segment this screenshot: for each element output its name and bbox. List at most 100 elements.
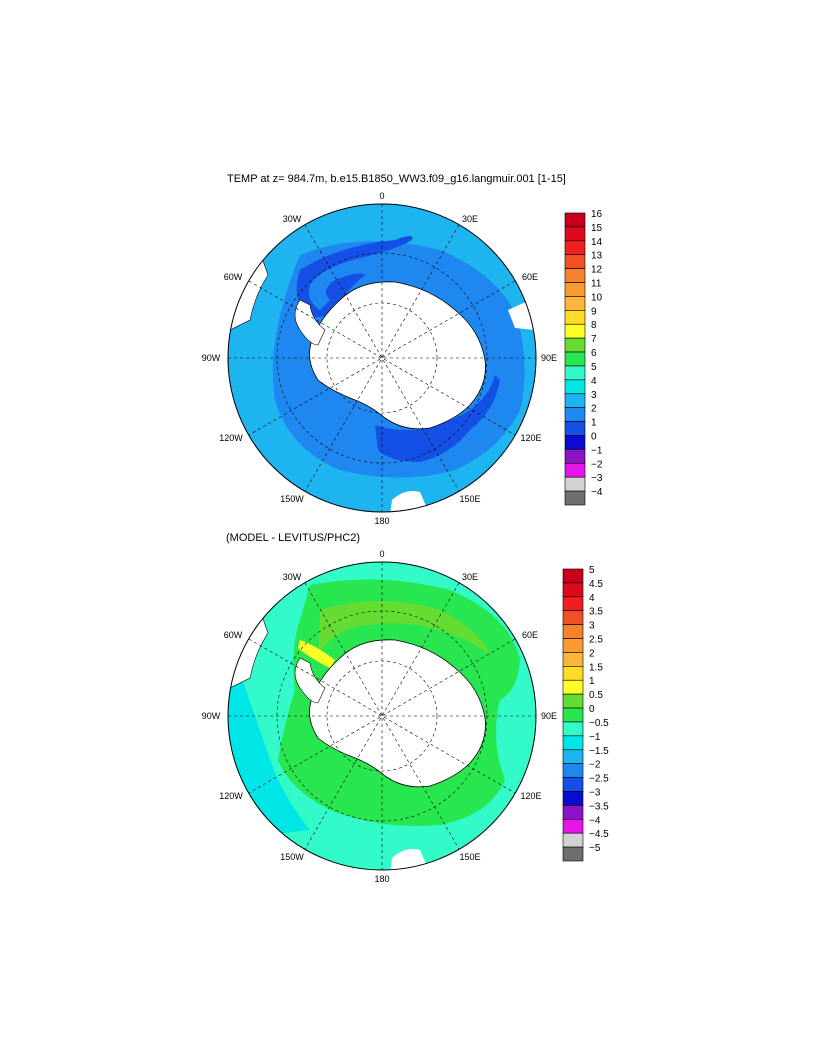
top-colorbar-tick-label: 13 [591,251,603,262]
bottom-colorbar-swatch [562,666,584,681]
bottom-colorbar-tick-label: −1.5 [589,746,609,757]
top-label-180: 180 [374,516,389,526]
bottom-label-180: 180 [374,874,389,884]
bottom-colorbar-tick-label: −3 [589,787,601,798]
top-colorbar-tick-label: −4 [591,487,603,498]
bottom-colorbar-swatch [562,624,584,639]
bottom-antarctic-peninsula [294,657,326,704]
bottom-colorbar-tick-label: −2 [589,760,601,771]
bottom-colorbar-tick-label: 4.5 [589,579,603,590]
bottom-label-60w: 60W [224,630,243,640]
top-colorbar-tick-label: 1 [591,418,597,429]
top-colorbar-tick-label: 11 [591,279,602,290]
top-contour-band-0-1-east [375,375,500,462]
bottom-colorbar-swatch [562,707,584,723]
bottom-label-60e: 60E [522,630,538,640]
top-colorbar-swatch [564,268,586,283]
bottom-map-title: (MODEL - LEVITUS/PHC2) [226,532,361,544]
bottom-graticule [228,562,536,870]
bottom-colorbar-swatch [562,735,584,751]
top-colorbar-tick-label: 3 [591,390,597,401]
bottom-colorbar-swatch [562,832,584,848]
top-map-border [227,203,537,513]
top-colorbar-tick-label: 10 [591,292,603,303]
bottom-colorbar-tick-label: −0.5 [589,718,609,729]
bottom-colorbar-swatch [562,568,584,584]
top-colorbar-swatch [564,310,586,325]
bottom-label-150e: 150E [459,852,480,862]
bottom-colorbar-tick-label: 5 [589,565,595,576]
top-colorbar-tick-label: 9 [591,306,597,317]
bottom-colorbar-tick-label: 0.5 [589,690,603,701]
top-map-title: TEMP at z= 984.7m, b.e15.B1850_WW3.f09_g… [227,173,566,185]
bottom-label-90w: 90W [202,711,221,721]
top-colorbar-swatch [564,421,586,436]
top-colorbar-tick-label: −2 [591,459,603,470]
top-colorbar-swatch [564,323,586,339]
bottom-colorbar-swatch [562,693,584,709]
bottom-contour-band-15-2 [298,640,335,668]
bottom-colorbar: 5 4.5 4 3.5 3 2.5 2 1.5 1 0.5 0 −0.5 −1 −1.5 −2 −2.5 −3 −… [562,565,609,862]
top-label-60e: 60E [522,272,538,282]
top-colorbar-swatch [564,365,586,381]
bottom-colorbar-tick-label: −1 [589,732,601,743]
bottom-colorbar-swatch [562,610,584,625]
bottom-colorbar-tick-label: −4 [589,815,601,826]
top-colorbar-swatch [564,449,586,464]
bottom-colorbar-tick-label: 2 [589,648,595,659]
bottom-label-150w: 150W [280,852,304,862]
top-graticule [228,204,536,512]
bottom-colorbar-swatch [562,596,584,612]
top-colorbar-tick-label: 16 [591,209,603,220]
bottom-label-120e: 120E [520,791,541,801]
bottom-colorbar-swatch [562,818,584,834]
top-colorbar-swatch [564,476,586,492]
top-label-60w: 60W [224,272,243,282]
top-colorbar-swatch [564,254,586,269]
bottom-colorbar-tick-label: −3.5 [589,801,609,812]
top-colorbar-tick-label: 15 [591,223,603,234]
bottom-contour-band-west [228,640,310,840]
top-colorbar-tick-label: −3 [591,473,603,484]
top-colorbar-swatch [564,407,586,422]
bottom-label-0: 0 [379,549,384,559]
top-colorbar-swatch [564,393,586,408]
top-colorbar-swatch [564,435,586,450]
top-colorbar-swatch [564,337,586,353]
top-polar-map: 0 30E 60E 90E 120E 150E 180 150W 120W 90… [202,191,557,526]
bottom-colorbar-tick-label: −5 [589,843,601,854]
top-label-150e: 150E [459,494,480,504]
top-colorbar-tick-label: 0 [591,431,597,442]
bottom-colorbar-swatch [562,652,584,667]
bottom-polar-map: 0 30E 60E 90E 120E 150E 180 150W 120W 90… [202,549,557,884]
top-colorbar-tick-label: −1 [591,445,603,456]
top-colorbar-tick-label: 14 [591,237,603,248]
bottom-colorbar-tick-label: 3.5 [589,607,603,618]
top-label-30w: 30W [283,214,302,224]
top-colorbar-tick-label: 2 [591,404,597,415]
bottom-colorbar-tick-label: −4.5 [589,829,609,840]
bottom-label-30w: 30W [283,572,302,582]
top-label-90w: 90W [202,353,221,363]
bottom-colorbar-swatch [562,721,584,737]
top-colorbar-swatch [564,226,586,242]
top-label-0: 0 [379,191,384,201]
top-colorbar-tick-label: 12 [591,265,603,276]
top-label-120e: 120E [520,433,541,443]
bottom-colorbar-tick-label: 1.5 [589,662,603,673]
top-label-120w: 120W [219,433,243,443]
bottom-colorbar-tick-label: 4 [589,593,595,604]
top-colorbar-swatch [564,490,586,506]
top-contour-band-0-1-west [296,236,413,318]
bottom-colorbar-swatch [562,679,584,695]
top-colorbar-swatch [564,379,586,395]
bottom-colorbar-swatch [562,805,584,820]
top-colorbar-swatch [564,296,586,311]
bottom-colorbar-tick-label: 3 [589,621,595,632]
bottom-colorbar-swatch [562,777,584,792]
top-colorbar-swatch [564,282,586,297]
top-colorbar-tick-label: 4 [591,376,597,387]
top-colorbar-tick-label: 7 [591,334,597,345]
